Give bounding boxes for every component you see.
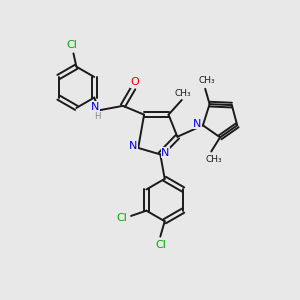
- Text: H: H: [94, 112, 100, 121]
- Text: N: N: [193, 119, 201, 129]
- Text: CH₃: CH₃: [198, 76, 215, 85]
- Text: Cl: Cl: [155, 240, 166, 250]
- Text: CH₃: CH₃: [205, 155, 222, 164]
- Text: Cl: Cl: [67, 40, 77, 50]
- Text: O: O: [130, 77, 139, 87]
- Text: N: N: [161, 148, 170, 158]
- Text: N: N: [91, 102, 99, 112]
- Text: N: N: [129, 142, 137, 152]
- Text: CH₃: CH₃: [175, 89, 192, 98]
- Text: Cl: Cl: [117, 213, 128, 223]
